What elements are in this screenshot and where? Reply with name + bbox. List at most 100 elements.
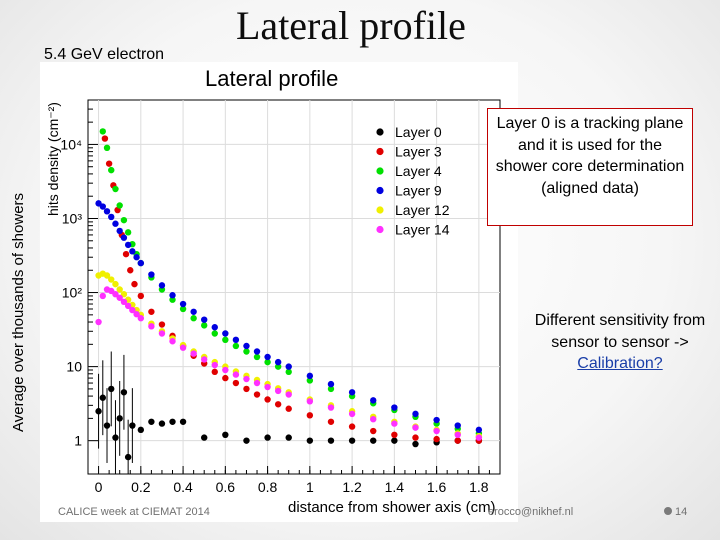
- data-point: [124, 453, 132, 461]
- data-point: [116, 415, 123, 422]
- data-point: [391, 420, 398, 427]
- data-point: [433, 435, 440, 443]
- data-point: [232, 379, 240, 387]
- legend-marker: [376, 167, 384, 175]
- data-point: [99, 203, 106, 210]
- data-point: [370, 415, 377, 423]
- data-point: [433, 416, 440, 424]
- data-point: [211, 368, 218, 376]
- data-point: [285, 405, 292, 412]
- footer-email: erocco@nikhef.nl: [488, 506, 574, 518]
- data-point: [112, 280, 119, 288]
- data-point: [391, 404, 398, 411]
- data-point: [158, 321, 166, 328]
- lateral-profile-chart: Lateral profile 0 0.2 0.4 0.6 0.8 1 1.2 1.4 1.6 1…: [45, 66, 501, 516]
- data-point: [116, 202, 123, 209]
- data-point: [116, 286, 123, 293]
- legend-label: Layer 9: [395, 183, 442, 199]
- data-point: [124, 229, 132, 236]
- data-point: [148, 418, 155, 425]
- data-point: [169, 338, 176, 345]
- data-point: [103, 208, 111, 215]
- data-point: [108, 276, 115, 283]
- plot-panel: Lateral profile 0 0.2 0.4 0.6 0.8 1 1.2 1.4 1.6 1…: [40, 62, 518, 522]
- data-point: [108, 166, 115, 174]
- data-point: [211, 324, 218, 331]
- data-point: [253, 391, 261, 398]
- data-point: [222, 366, 229, 374]
- data-point: [264, 353, 271, 361]
- data-point: [348, 410, 356, 418]
- legend-marker: [376, 206, 384, 214]
- data-point: [222, 336, 229, 344]
- sensitivity-note-text: Different sensitivity from sensor to sen…: [534, 312, 706, 351]
- data-point: [112, 220, 119, 227]
- data-point: [211, 361, 218, 369]
- data-point: [222, 330, 229, 337]
- data-point: [137, 292, 145, 300]
- data-point: [243, 342, 250, 350]
- data-point: [103, 272, 111, 279]
- data-point: [253, 379, 261, 387]
- data-point: [99, 128, 106, 135]
- data-point: [120, 234, 128, 241]
- legend-label: Layer 0: [395, 124, 442, 140]
- data-point: [101, 135, 109, 142]
- data-point: [274, 358, 282, 366]
- data-point: [190, 308, 197, 315]
- data-point: [148, 323, 155, 330]
- legend-marker: [376, 128, 384, 136]
- data-point: [201, 356, 208, 363]
- data-point: [112, 434, 119, 441]
- data-point: [179, 300, 187, 308]
- calibration-link[interactable]: Calibration?: [577, 355, 663, 372]
- y-axis-label: hits density (cm⁻²): [45, 102, 61, 216]
- data-point: [120, 291, 128, 298]
- data-point: [137, 259, 145, 267]
- data-point: [285, 434, 292, 441]
- y-ticks: 1 10 10² 10³ 10⁴: [60, 108, 98, 449]
- data-point: [120, 389, 128, 396]
- subtitle-energy: 5.4 GeV electron: [44, 46, 165, 63]
- legend: Layer 0 Layer 3 Layer 4 Layer 9 Layer 12 Laye…: [376, 124, 450, 238]
- bullet-icon: [664, 507, 672, 515]
- data-point: [412, 440, 419, 448]
- y-tick-label: 10⁴: [60, 136, 82, 152]
- data-point: [122, 250, 130, 258]
- chart-title: Lateral profile: [205, 66, 338, 91]
- data-point: [348, 423, 356, 430]
- data-point: [285, 391, 292, 398]
- data-point: [306, 437, 314, 444]
- side-axis-label: Average over thousands of showers: [10, 192, 27, 432]
- data-point: [129, 306, 136, 314]
- data-point: [137, 315, 145, 322]
- data-point: [348, 389, 356, 396]
- legend-marker: [376, 186, 384, 195]
- legend-label: Layer 12: [395, 202, 450, 218]
- data-point: [211, 330, 218, 337]
- legend-label: Layer 3: [395, 144, 442, 160]
- slide-number-text: 14: [675, 506, 688, 518]
- x-ticks: 0 0.2 0.4 0.6 0.8 1 1.2 1.4 1.6 1.8: [95, 466, 490, 495]
- data-point: [169, 418, 176, 425]
- data-point: [158, 420, 166, 427]
- data-point: [306, 377, 314, 384]
- x-tick-label: 0.2: [131, 479, 151, 495]
- data-point: [370, 427, 377, 435]
- x-tick-label: 0.6: [216, 479, 236, 495]
- slide-title: Lateral profile: [236, 3, 466, 48]
- data-point: [285, 368, 292, 376]
- data-point: [232, 371, 240, 378]
- data-point: [274, 387, 282, 395]
- data-point: [179, 344, 187, 351]
- x-tick-label: 0.4: [173, 479, 193, 495]
- data-point: [129, 248, 136, 255]
- data-point: [412, 410, 419, 418]
- legend-marker: [376, 147, 384, 156]
- data-point: [112, 291, 119, 298]
- data-point: [264, 383, 271, 391]
- y-tick-label: 10: [66, 359, 82, 375]
- data-point: [190, 350, 197, 357]
- data-point: [264, 358, 271, 366]
- data-point: [232, 342, 240, 350]
